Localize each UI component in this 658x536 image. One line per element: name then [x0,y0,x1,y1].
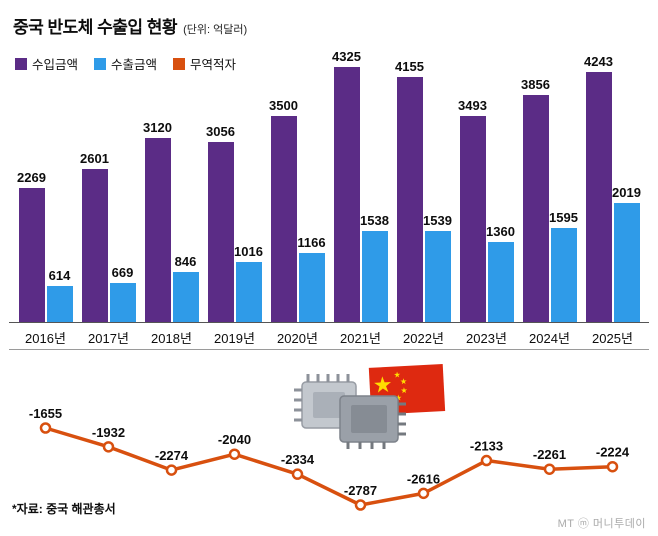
bar-value-label: 1538 [360,213,389,228]
import-bar [585,72,612,322]
x-axis-tick-label: 2020년 [277,331,318,346]
x-axis-tick-label: 2016년 [25,331,66,346]
deficit-point [228,448,241,460]
export-bar [298,253,325,322]
x-axis-line-bottom [9,349,649,350]
bar-value-label: 1166 [297,235,326,250]
x-axis-tick-label: 2021년 [340,331,381,346]
deficit-value-label: -2616 [407,471,440,486]
import-bar [18,188,45,322]
bar-value-label: 1360 [486,224,515,239]
deficit-value-label: -2040 [218,432,251,447]
export-bar [109,283,136,322]
legend-swatch [173,57,186,70]
export-bar [235,262,262,322]
bar-value-label: 3856 [521,77,550,92]
svg-text:★: ★ [393,370,401,379]
import-bar [207,142,234,322]
legend-item: 수출금액 [94,54,157,73]
bar-value-label: 4155 [395,59,424,74]
legend-swatch [15,57,27,70]
bar-value-label: 3493 [458,98,487,113]
import-bar [144,138,171,322]
bar-value-label: 3120 [143,120,172,135]
export-bar [172,272,199,322]
deficit-point [543,463,556,475]
bar-value-label: 2269 [17,170,46,185]
chip-icon [339,395,406,449]
bar-value-label: 1595 [549,210,578,225]
legend-label: 무역적자 [190,58,237,72]
import-bar [396,77,423,322]
export-bar [46,286,73,322]
bar-value-label: 4243 [584,54,613,69]
deficit-value-label: -2261 [533,447,566,462]
import-bar [81,169,108,322]
deficit-point [417,487,430,500]
svg-text:★: ★ [395,393,403,402]
import-bar [522,95,549,322]
x-axis-tick-label: 2024년 [529,331,570,346]
chart-unit-label: (단위: 억달러) [183,24,248,36]
import-bar [333,67,360,322]
x-axis-tick-label: 2025년 [592,331,633,346]
deficit-value-label: -2224 [596,445,630,460]
watermark-logo: MT ⓜ 머니투데이 [557,518,646,530]
deficit-value-label: -2787 [344,483,377,498]
deficit-point [480,454,493,467]
bar-value-label: 3056 [206,124,235,139]
chart-title: 중국 반도체 수출입 현황 [13,18,178,37]
bar-value-label: 1016 [234,244,263,259]
bar-value-label: 2019 [612,185,641,200]
import-bar [459,116,486,322]
header: 중국 반도체 수출입 현황 (단위: 억달러) [13,13,247,38]
deficit-value-label: -1655 [29,406,62,421]
export-bar [487,242,514,322]
bar-value-label: 614 [48,268,71,283]
svg-text:★: ★ [400,377,408,386]
deficit-point [39,422,52,434]
legend-item: 수입금액 [15,54,78,73]
x-axis-tick-label: 2019년 [214,331,255,346]
deficit-value-label: -1932 [92,425,125,440]
bar-value-label: 669 [111,265,134,280]
x-axis-tick-label: 2018년 [151,331,192,346]
x-axis-tick-label: 2022년 [403,331,444,346]
export-bar [361,231,388,322]
source-note: *자료: 중국 해관총서 [12,502,116,516]
deficit-point [165,464,178,476]
bar-value-label: 2601 [80,151,109,166]
legend-label: 수입금액 [32,58,79,72]
x-axis-line-top [9,322,649,323]
legend-item: 무역적자 [173,54,236,73]
chip-and-flag-graphic: ★ ★ ★ ★ ★ [294,364,446,449]
export-bar [550,228,577,322]
import-bar [270,116,297,322]
svg-text:★: ★ [372,372,393,398]
x-axis-tick-label: 2017년 [88,331,129,346]
x-axis-tick-label: 2023년 [466,331,507,346]
svg-text:★: ★ [400,386,408,395]
bar-value-label: 846 [174,254,197,269]
deficit-point [291,468,304,480]
deficit-point [606,460,619,473]
deficit-point [102,441,115,453]
bar-value-label: 3500 [269,98,298,113]
legend: 수입금액 수출금액 무역적자 [15,54,236,73]
export-bar [613,203,640,322]
legend-label: 수출금액 [111,58,158,72]
export-bar [424,231,451,322]
deficit-value-label: -2274 [155,448,189,463]
bar-value-label: 4325 [332,49,361,64]
legend-swatch [94,57,107,70]
deficit-value-label: -2334 [281,452,315,467]
bar-value-label: 1539 [423,213,452,228]
deficit-point [354,499,367,511]
deficit-value-label: -2133 [470,439,503,454]
